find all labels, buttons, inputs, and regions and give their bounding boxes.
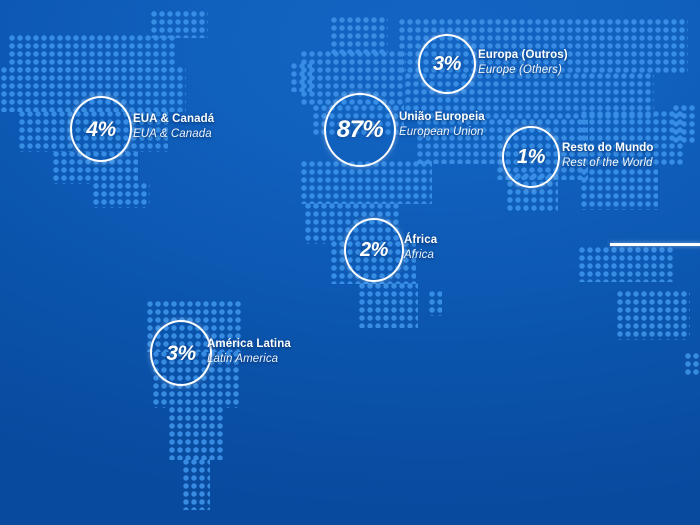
label-europa-outros-en: Europe (Others) xyxy=(478,63,562,76)
label-resto-do-mundo: Resto do Mundo Rest of the World xyxy=(562,141,653,170)
bubble-africa[interactable]: 2% xyxy=(344,218,404,282)
label-eua-canada-en: EUA & Canada xyxy=(133,127,212,140)
bubble-value-africa: 2% xyxy=(360,239,388,261)
bubble-europa-outros[interactable]: 3% xyxy=(418,34,476,94)
map-region-southeast-asia xyxy=(580,168,658,210)
bubble-eua-canada[interactable]: 4% xyxy=(70,96,132,162)
map-region-japan xyxy=(672,104,696,144)
label-uniao-europeia-en: European Union xyxy=(399,125,484,138)
bubble-value-eua-canada: 4% xyxy=(86,117,116,141)
bubble-value-europa-outros: 3% xyxy=(433,53,461,75)
map-region-southern-africa xyxy=(358,282,418,328)
label-africa-en: Africa xyxy=(404,248,434,261)
bubble-value-uniao-europeia: 87% xyxy=(336,116,384,143)
label-uniao-europeia: União Europeia European Union xyxy=(399,110,485,139)
bubble-value-america-latina: 3% xyxy=(166,341,196,365)
map-region-indonesia xyxy=(578,246,674,282)
bubble-uniao-europeia[interactable]: 87% xyxy=(324,93,396,167)
bubble-value-resto-do-mundo: 1% xyxy=(517,146,545,168)
divider-rule xyxy=(610,243,700,246)
label-eua-canada: EUA & Canadá EUA & Canada xyxy=(133,112,214,141)
label-america-latina-en: Latin America xyxy=(207,352,279,365)
map-region-australia xyxy=(616,290,690,340)
map-region-east-asia xyxy=(580,110,684,166)
map-region-new-zealand xyxy=(684,352,700,376)
label-africa-pt: África xyxy=(404,234,438,246)
label-europa-outros: Europa (Outros) Europe (Others) xyxy=(478,48,568,77)
bubble-america-latina[interactable]: 3% xyxy=(150,320,212,386)
map-region-uk xyxy=(290,62,312,92)
label-europa-outros-pt: Europa (Outros) xyxy=(478,49,568,61)
label-resto-do-mundo-en: Rest of the World xyxy=(562,156,653,169)
label-america-latina-pt: América Latina xyxy=(207,338,291,350)
label-resto-do-mundo-pt: Resto do Mundo xyxy=(562,142,654,154)
map-region-south-america-tip xyxy=(182,458,210,510)
label-eua-canada-pt: EUA & Canadá xyxy=(133,113,215,125)
map-region-scandinavia xyxy=(330,16,388,54)
label-america-latina: América Latina Latin America xyxy=(207,337,291,366)
map-region-greenland xyxy=(150,10,208,38)
bubble-resto-do-mundo[interactable]: 1% xyxy=(502,126,560,188)
map-region-north-america xyxy=(8,34,176,70)
label-africa: África Africa xyxy=(404,233,437,262)
label-uniao-europeia-pt: União Europeia xyxy=(399,111,485,123)
map-region-north-africa xyxy=(300,160,432,204)
map-region-south-america-low xyxy=(168,406,224,460)
map-region-central-america xyxy=(92,182,150,208)
map-region-madagascar xyxy=(428,290,442,316)
